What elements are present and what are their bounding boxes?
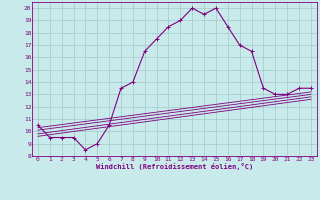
X-axis label: Windchill (Refroidissement éolien,°C): Windchill (Refroidissement éolien,°C): [96, 163, 253, 170]
